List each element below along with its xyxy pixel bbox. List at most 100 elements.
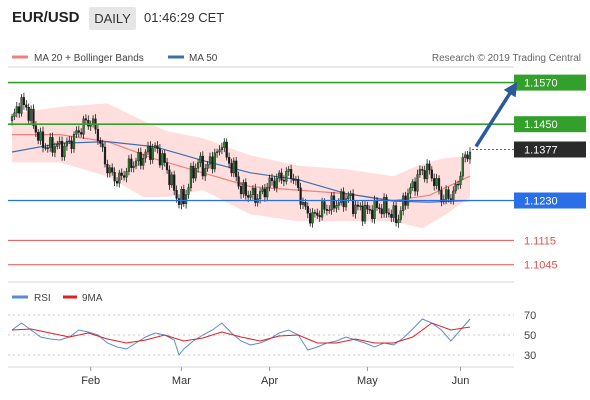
candle-body	[437, 178, 441, 191]
candle-body	[325, 208, 329, 211]
candle-body	[184, 194, 188, 205]
candle-body	[158, 148, 162, 166]
candle	[428, 160, 431, 175]
candle	[46, 144, 49, 153]
candle-body	[394, 205, 398, 224]
candle-body	[414, 181, 417, 192]
candle	[80, 128, 83, 138]
timeframe-button[interactable]: DAILY	[89, 7, 136, 30]
candle-body	[15, 106, 18, 114]
candle	[235, 157, 238, 182]
candle-body	[433, 178, 436, 186]
candle-body	[399, 210, 402, 220]
candle-body	[10, 116, 14, 121]
candle-body	[332, 195, 336, 209]
candle-body	[266, 187, 269, 198]
candle	[196, 159, 200, 173]
candle	[363, 200, 367, 224]
candle	[287, 166, 290, 176]
candle-body	[146, 145, 150, 153]
level-box	[514, 74, 586, 91]
candle-body	[61, 140, 64, 157]
x-tick-label: Apr	[261, 375, 278, 387]
candle-body	[244, 182, 247, 196]
candle-body	[230, 163, 233, 174]
candle-body	[37, 131, 40, 141]
candle	[387, 208, 391, 218]
candle	[461, 152, 464, 181]
candle-body	[402, 195, 405, 211]
candle	[225, 138, 228, 161]
candle-body	[321, 201, 324, 218]
candle	[87, 115, 90, 130]
candle-body	[461, 157, 464, 177]
candle	[421, 166, 424, 176]
chart-header: EUR/USD DAILY 01:46:29 CET	[0, 0, 590, 36]
candle	[270, 173, 274, 186]
candle-body	[132, 165, 135, 169]
rsi-line	[11, 318, 471, 357]
candle-body	[206, 163, 209, 169]
candle	[383, 193, 386, 218]
currency-pair-title: EUR/USD	[12, 9, 80, 26]
candle-body	[227, 157, 231, 164]
candle	[430, 166, 433, 182]
candle	[282, 175, 286, 187]
candle	[311, 208, 314, 228]
candle-body	[378, 207, 381, 210]
candle	[275, 173, 278, 193]
candle-body	[63, 145, 66, 158]
candle-body	[421, 169, 424, 171]
candle-body	[170, 174, 173, 186]
candle	[366, 201, 369, 214]
candle-body	[428, 163, 431, 171]
candle	[380, 203, 383, 219]
candle-body	[368, 209, 371, 211]
candle-body	[208, 156, 212, 165]
candle	[22, 92, 26, 110]
candle	[206, 161, 209, 172]
candle-body	[220, 147, 224, 150]
candle	[215, 148, 219, 158]
candle	[330, 192, 333, 215]
candle	[440, 186, 443, 207]
candle	[106, 159, 109, 178]
candle-body	[268, 177, 271, 188]
candle	[151, 143, 154, 164]
candle	[433, 173, 436, 191]
candle	[20, 94, 23, 117]
candle-body	[115, 180, 119, 184]
candle-body	[347, 195, 350, 200]
candle-body	[56, 144, 59, 147]
candle	[115, 177, 119, 187]
candle	[454, 180, 457, 194]
level-box	[514, 192, 586, 209]
candle	[44, 143, 47, 151]
candle	[132, 161, 135, 173]
candle	[254, 183, 257, 207]
candle-body	[282, 179, 286, 182]
candle	[220, 142, 224, 155]
candle-body	[392, 205, 395, 218]
candle	[437, 175, 441, 195]
candle-body	[328, 209, 331, 212]
candle-body	[297, 179, 300, 188]
candle	[406, 188, 410, 209]
candle	[464, 151, 467, 163]
candle	[290, 164, 293, 183]
candle	[294, 175, 298, 186]
candle	[239, 181, 243, 199]
candle	[142, 153, 145, 170]
candle	[435, 173, 438, 190]
x-axis-layer: Feb Mar Apr May Jun	[81, 367, 469, 387]
candle	[318, 210, 321, 222]
candle	[156, 141, 159, 154]
candle	[292, 173, 295, 185]
candle-body	[411, 181, 414, 188]
candle	[409, 183, 412, 199]
candle	[58, 136, 61, 149]
candle-body	[68, 140, 71, 143]
candle	[278, 170, 281, 183]
candle-body	[330, 195, 333, 211]
